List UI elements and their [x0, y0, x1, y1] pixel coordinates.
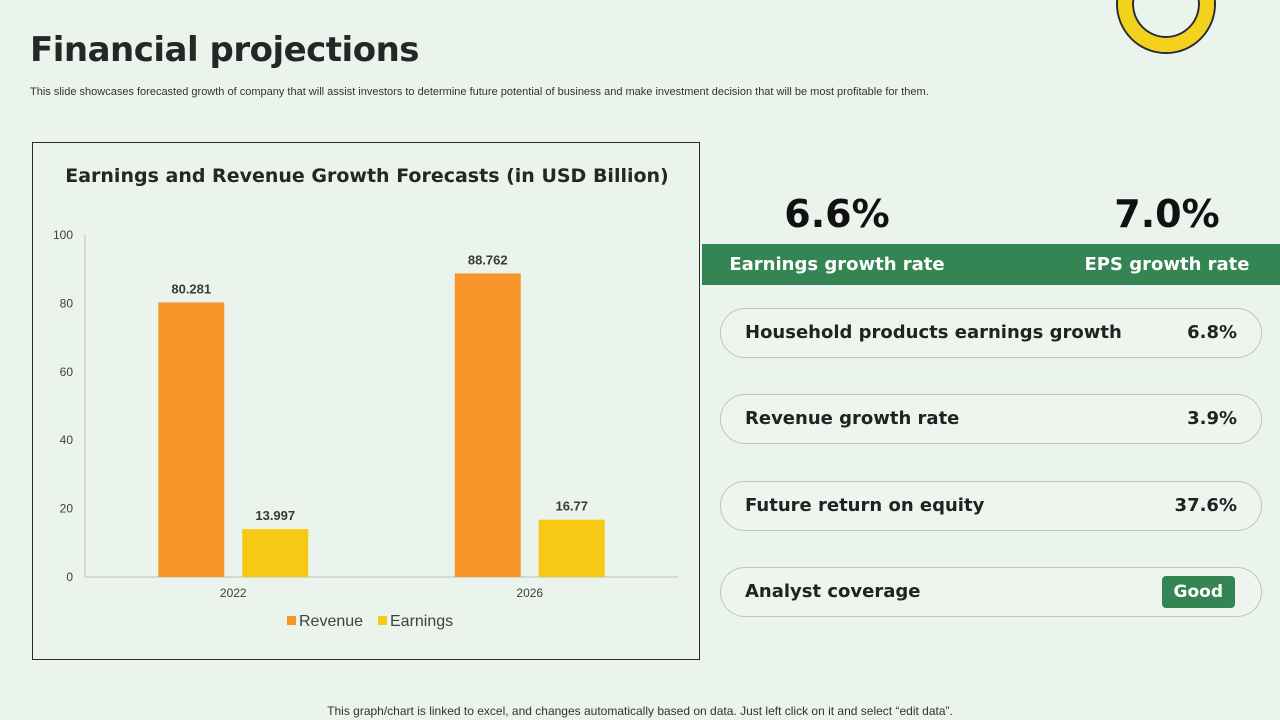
data-label: 80.281: [171, 281, 211, 296]
metric-value: 37.6%: [1174, 495, 1237, 516]
metric-row-household-earnings: Household products earnings growth 6.8%: [720, 308, 1262, 358]
legend-swatch-earnings: [378, 616, 387, 625]
metric-row-return-on-equity: Future return on equity 37.6%: [720, 481, 1262, 531]
data-label: 13.997: [255, 508, 295, 523]
earnings-growth-value: 6.6%: [784, 192, 890, 236]
footnote: This graph/chart is linked to excel, and…: [327, 704, 953, 718]
decorative-ring: [1118, 0, 1214, 52]
bar-revenue-2022: [158, 302, 225, 577]
metric-row-revenue-growth: Revenue growth rate 3.9%: [720, 394, 1262, 444]
bar-earnings-2022: [242, 529, 309, 577]
growth-rate-band: Earnings growth rate EPS growth rate: [702, 244, 1280, 285]
eps-growth-label: EPS growth rate: [1084, 254, 1250, 275]
metric-label: Future return on equity: [745, 495, 985, 516]
x-tick-label: 2022: [220, 586, 247, 600]
metric-label: Revenue growth rate: [745, 408, 960, 429]
data-label: 16.77: [555, 499, 588, 514]
status-badge: Good: [1161, 576, 1235, 608]
y-tick-label: 60: [60, 365, 74, 379]
y-tick-label: 80: [60, 296, 74, 310]
bar-revenue-2026: [454, 273, 521, 577]
metric-label: Analyst coverage: [745, 581, 921, 602]
bar-chart[interactable]: Earnings and Revenue Growth Forecasts (i…: [33, 143, 701, 661]
legend-label-earnings: Earnings: [390, 613, 453, 630]
data-label: 88.762: [468, 252, 508, 267]
metric-value: 6.8%: [1187, 322, 1237, 343]
y-tick-label: 100: [53, 228, 73, 242]
legend-swatch-revenue: [287, 616, 296, 625]
earnings-growth-label: Earnings growth rate: [729, 254, 945, 275]
metric-value: 3.9%: [1187, 408, 1237, 429]
y-tick-label: 0: [66, 570, 73, 584]
chart-title: Earnings and Revenue Growth Forecasts (i…: [65, 165, 669, 187]
x-tick-label: 2026: [516, 586, 543, 600]
bar-earnings-2026: [538, 519, 605, 577]
metric-label: Household products earnings growth: [745, 322, 1122, 343]
chart-panel[interactable]: Earnings and Revenue Growth Forecasts (i…: [32, 142, 700, 660]
y-tick-label: 40: [60, 433, 74, 447]
page-subtitle: This slide showcases forecasted growth o…: [30, 86, 929, 98]
eps-growth-value: 7.0%: [1114, 192, 1220, 236]
metric-row-analyst-coverage: Analyst coverage Good: [720, 567, 1262, 617]
page-title: Financial projections: [30, 30, 420, 70]
y-tick-label: 20: [60, 502, 74, 516]
legend-label-revenue: Revenue: [299, 613, 363, 630]
